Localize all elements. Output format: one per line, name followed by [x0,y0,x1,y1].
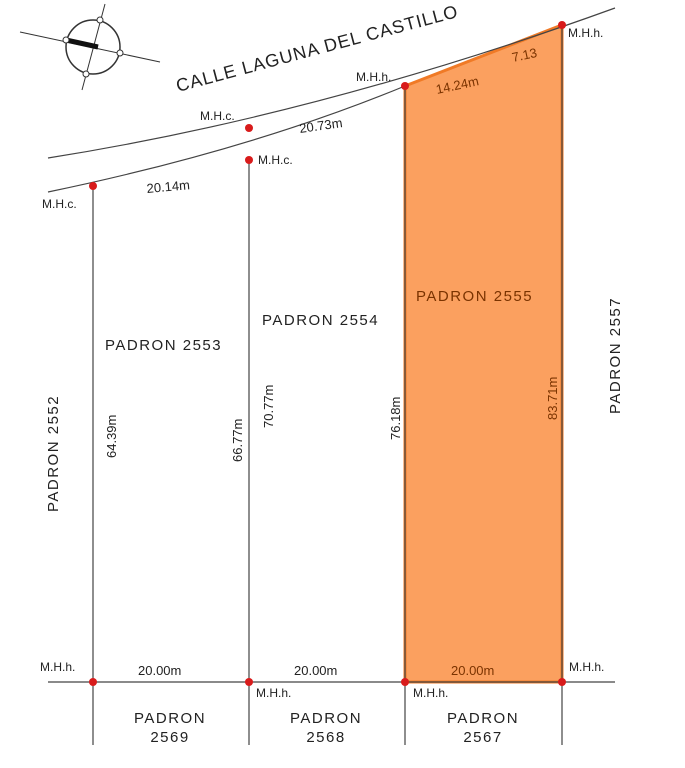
marker-label: M.H.h. [356,70,391,84]
street-edge-inner [47,85,406,193]
vertex-marker [401,82,409,90]
parcel-label-2553: PADRON 2553 [105,337,222,354]
neighbor-south-2-num: 2568 [306,729,345,746]
side-2555-right: 83.71m [545,377,560,420]
frontage-2555-b: 7.13 [511,45,539,65]
vertex-marker [245,124,253,132]
marker-label: M.H.h. [413,686,448,700]
neighbor-south-1: PADRON [134,710,206,727]
neighbor-west: PADRON 2552 [45,395,62,512]
marker-label: M.H.h. [256,686,291,700]
north-arrow-icon [19,3,161,91]
side-2555-left: 76.18m [388,397,403,440]
parcel-label-2554: PADRON 2554 [262,312,379,329]
vertex-marker [245,156,253,164]
neighbor-south-2: PADRON [290,710,362,727]
frontage-2553: 20.14m [146,177,191,196]
vertex-marker [245,678,253,686]
vertex-marker [558,678,566,686]
vertex-marker [89,182,97,190]
marker-label: M.H.h. [568,26,603,40]
marker-label: M.H.h. [569,660,604,674]
parcel-2555-fill[interactable] [403,22,564,684]
vertex-marker [401,678,409,686]
neighbor-south-3-num: 2567 [463,729,502,746]
marker-label: M.H.c. [42,197,77,211]
vertex-marker [558,21,566,29]
rear-2553: 20.00m [138,663,181,678]
rear-2554: 20.00m [294,663,337,678]
side-2553-left: 64.39m [104,415,119,458]
parcel-label-2555: PADRON 2555 [416,288,533,305]
side-2554-right: 70.77m [261,385,276,428]
marker-label: M.H.h. [40,660,75,674]
neighbor-east: PADRON 2557 [607,297,624,414]
neighbor-south-1-num: 2569 [150,729,189,746]
side-2554-left: 66.77m [230,419,245,462]
marker-label: M.H.c. [200,109,235,123]
vertex-marker [89,678,97,686]
marker-label: M.H.c. [258,153,293,167]
frontage-2554: 20.73m [298,115,343,136]
street-edge-outer [47,7,616,159]
neighbor-south-3: PADRON [447,710,519,727]
rear-2555: 20.00m [451,663,494,678]
